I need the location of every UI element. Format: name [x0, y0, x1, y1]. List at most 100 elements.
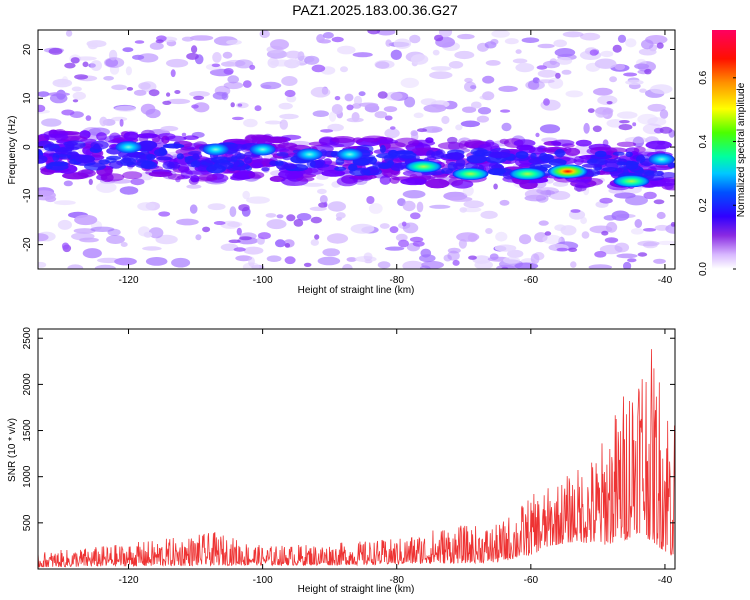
y-tick-label: 2000: [22, 373, 33, 396]
spectrogram-speckle: [193, 95, 205, 100]
spectrogram-speckle: [537, 69, 558, 78]
spectrogram-band: [640, 169, 655, 176]
spectrogram-speckle: [221, 61, 236, 67]
spectrogram-speckle: [138, 82, 151, 90]
spectrogram-speckle: [659, 109, 669, 119]
spectrogram-speckle: [111, 116, 128, 122]
spectrogram-hotspot: [547, 164, 588, 179]
spectrogram-speckle: [363, 252, 373, 261]
spectrogram-band: [417, 147, 441, 153]
spectrogram-hotspot: [405, 160, 442, 173]
spectrogram-speckle: [617, 34, 627, 43]
spectrogram-speckle: [410, 212, 421, 220]
spectrogram-speckle: [600, 50, 614, 58]
spectrogram-speckle: [243, 246, 264, 255]
spectrogram-speckle: [400, 77, 419, 88]
spectrogram-speckle: [335, 212, 346, 219]
spectrogram-speckle: [189, 204, 198, 214]
spectrogram-speckle: [594, 58, 617, 69]
spectrogram-speckle: [103, 76, 114, 81]
spectrogram-speckle: [193, 102, 210, 113]
spectrogram-band: [379, 145, 386, 154]
spectrogram-band: [245, 165, 252, 171]
spectrogram-speckle: [266, 255, 282, 262]
spectrogram-speckle: [524, 189, 547, 200]
spectrogram-speckle: [74, 74, 89, 80]
spectrogram-speckle: [538, 220, 549, 226]
spectrogram-band: [261, 135, 272, 141]
spectrogram-speckle: [377, 261, 391, 269]
spectrogram-speckle: [70, 57, 80, 64]
spectrogram-speckle: [155, 39, 164, 44]
spectrogram-band: [90, 140, 109, 150]
spectrogram-speckle: [327, 123, 344, 132]
spectrogram-speckle: [501, 122, 512, 132]
y-tick-label: 1000: [22, 465, 33, 488]
spectrogram-speckle: [242, 80, 252, 88]
figure-title: PAZ1.2025.183.00.36.G27: [292, 2, 458, 18]
spectrogram-band: [123, 131, 139, 141]
spectrogram-speckle: [54, 200, 76, 206]
spectrogram-speckle: [429, 71, 453, 79]
spectrogram-speckle: [460, 120, 481, 128]
spectrogram-speckle: [611, 210, 630, 221]
spectrogram-speckle: [455, 124, 463, 131]
snr-x-label: Height of straight line (km): [298, 584, 415, 595]
spectrogram-band: [148, 171, 173, 177]
spectrogram-speckle: [525, 80, 545, 90]
spectrogram-band: [120, 157, 137, 166]
spectrogram-band: [529, 147, 547, 155]
spectrogram-hotspot: [115, 141, 142, 154]
spectrogram-speckle: [539, 124, 561, 134]
spectrogram-speckle: [449, 196, 473, 202]
spectrogram-band: [540, 154, 555, 163]
spectrogram-band: [581, 163, 603, 168]
spectrogram-speckle: [119, 119, 124, 127]
spectrogram-speckle: [155, 234, 178, 245]
spectrogram-speckle: [625, 79, 644, 85]
spectrogram-speckle: [416, 128, 428, 133]
spectrogram-hotspot: [613, 175, 650, 188]
spectrogram-speckle: [254, 105, 262, 112]
y-tick-label: 20: [22, 44, 33, 56]
spectrogram-speckle: [638, 48, 657, 56]
spectrogram-speckle: [374, 111, 388, 119]
spectrogram-band: [376, 153, 398, 159]
y-tick-label: 0: [22, 144, 33, 150]
y-tick-label: -20: [22, 237, 33, 252]
spectrogram-y-label: Frequency (Hz): [7, 116, 18, 185]
spectrogram-band: [409, 173, 418, 180]
spectrogram-speckle: [501, 266, 509, 269]
spectrogram-speckle: [49, 93, 68, 104]
spectrogram-speckle: [207, 203, 226, 211]
spectrogram-speckle: [75, 56, 97, 61]
spectrogram-hotspot: [509, 167, 546, 180]
spectrogram-speckle: [317, 188, 327, 195]
spectrogram-speckle: [195, 234, 202, 241]
spectrogram-speckle: [238, 204, 250, 212]
spectrogram-speckle: [166, 58, 189, 68]
spectrogram-speckle: [612, 44, 622, 53]
spectrogram-speckle: [286, 214, 296, 222]
spectrogram-speckle: [130, 178, 145, 186]
spectrogram-speckle: [367, 30, 381, 35]
colorbar-tick-label: 0.6: [698, 70, 709, 84]
spectrogram-speckle: [331, 36, 344, 43]
x-tick-label: -120: [119, 275, 139, 286]
spectrogram-band: [437, 141, 466, 150]
spectrogram-speckle: [477, 107, 492, 115]
spectrogram-speckle: [402, 260, 424, 269]
spectrogram-speckle: [482, 91, 495, 101]
spectrogram-speckle: [176, 218, 199, 226]
x-tick-label: -80: [390, 275, 405, 286]
spectrogram-speckle: [647, 117, 667, 127]
spectrogram-band: [134, 160, 155, 169]
spectrogram-band: [376, 139, 399, 144]
spectrogram-speckle: [432, 49, 440, 56]
spectrogram-speckle: [166, 98, 191, 105]
spectrogram-speckle: [213, 221, 226, 225]
y-tick-label: 1500: [22, 419, 33, 442]
spectrogram-speckle: [491, 30, 510, 38]
spectrogram-speckle: [86, 40, 107, 48]
spectrogram-speckle: [52, 78, 73, 88]
